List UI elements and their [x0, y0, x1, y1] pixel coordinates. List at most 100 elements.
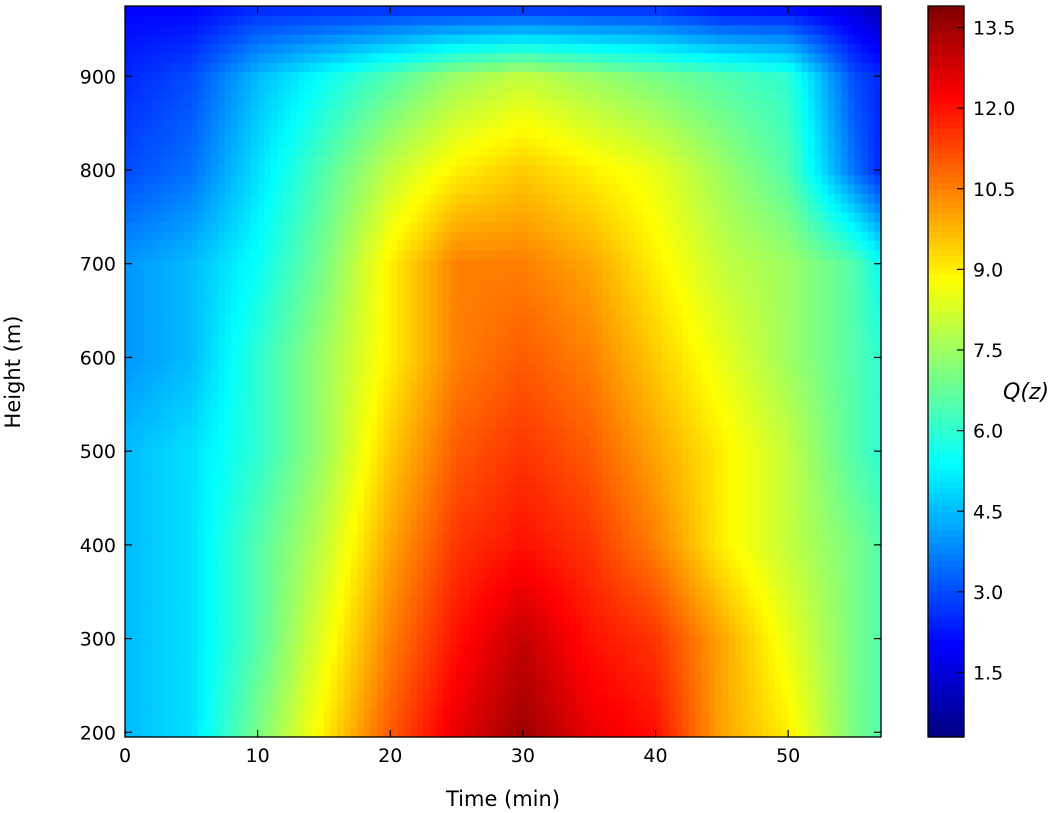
heatmap-cell [814, 549, 822, 560]
heatmap-cell [164, 699, 173, 710]
heatmap-cell [343, 380, 352, 391]
heatmap-cell [509, 568, 517, 579]
heatmap-cell [609, 633, 617, 644]
heatmap-cell [834, 615, 842, 626]
heatmap-cell [211, 699, 219, 710]
heatmap-cell [629, 371, 637, 382]
heatmap-cell [801, 530, 809, 541]
heatmap-cell [549, 334, 557, 344]
heatmap-cell [237, 680, 245, 691]
heatmap-cell [867, 437, 875, 448]
heatmap-cell [847, 446, 856, 457]
heatmap-cell [874, 718, 882, 729]
heatmap-cell [357, 408, 365, 419]
heatmap-cell [827, 708, 836, 719]
heatmap-cell [330, 390, 338, 401]
heatmap-cell [748, 540, 756, 551]
heatmap-cell [184, 455, 192, 466]
heatmap-cell [323, 605, 332, 616]
heatmap-cell [522, 690, 531, 701]
heatmap-cell [629, 324, 637, 335]
heatmap-cell [536, 474, 544, 485]
heatmap-cell [741, 568, 749, 579]
heatmap-cell [244, 324, 252, 335]
heatmap-cell [589, 680, 597, 691]
heatmap-cell [688, 493, 696, 504]
heatmap-cell [788, 380, 796, 391]
heatmap-cell [377, 662, 385, 672]
heatmap-cell [781, 512, 789, 523]
heatmap-cell [304, 483, 312, 494]
heatmap-cell [516, 502, 524, 513]
heatmap-cell [337, 465, 345, 476]
heatmap-cell [469, 540, 478, 551]
heatmap-cell [489, 427, 497, 438]
heatmap-cell [290, 455, 299, 466]
heatmap-cell [788, 399, 796, 410]
heatmap-cell [768, 521, 776, 532]
heatmap-cell [151, 362, 159, 373]
heatmap-cell [343, 474, 352, 485]
heatmap-cell [337, 558, 345, 569]
heatmap-cell [403, 334, 411, 344]
heatmap-cell [701, 408, 710, 419]
heatmap-cell [144, 408, 153, 419]
heatmap-cell [456, 568, 464, 579]
heatmap-cell [337, 324, 345, 335]
heatmap-cell [151, 549, 159, 560]
heatmap-cell [396, 690, 405, 701]
heatmap-cell [768, 652, 776, 663]
heatmap-cell [343, 418, 352, 429]
heatmap-cell [867, 718, 875, 729]
heatmap-cell [668, 427, 677, 438]
heatmap-cell [728, 371, 736, 382]
heatmap-cell [403, 652, 411, 663]
heatmap-cell [449, 671, 458, 682]
heatmap-cell [191, 455, 199, 466]
heatmap-cell [363, 662, 371, 672]
heatmap-cell [867, 587, 875, 598]
heatmap-cell [834, 408, 842, 419]
heatmap-cell [688, 727, 696, 738]
heatmap-cell [522, 624, 531, 635]
heatmap-cell [768, 399, 776, 410]
heatmap-cell [854, 380, 862, 391]
heatmap-cell [244, 605, 252, 616]
heatmap-cell [237, 521, 245, 532]
heatmap-cell [522, 643, 531, 654]
heatmap-cell [675, 324, 683, 335]
heatmap-cell [284, 427, 292, 438]
heatmap-cell [158, 483, 166, 494]
heatmap-cell [257, 380, 265, 391]
heatmap-cell [430, 427, 438, 438]
heatmap-cell [622, 530, 630, 541]
heatmap-cell [529, 465, 537, 476]
heatmap-cell [503, 624, 511, 635]
heatmap-cell [171, 662, 179, 672]
heatmap-cell [237, 615, 245, 626]
heatmap-cell [423, 324, 431, 335]
heatmap-cell [383, 568, 391, 579]
heatmap-cell [503, 437, 511, 448]
heatmap-cell [483, 558, 491, 569]
heatmap-cell [655, 624, 663, 635]
heatmap-cell [277, 549, 285, 560]
heatmap-cell [695, 502, 703, 513]
heatmap-cell [569, 437, 577, 448]
heatmap-cell [509, 699, 517, 710]
heatmap-cell [688, 558, 696, 569]
heatmap-cell [562, 437, 570, 448]
heatmap-cell [416, 708, 425, 719]
heatmap-cell [489, 615, 497, 626]
heatmap-cell [343, 596, 352, 607]
heatmap-cell [708, 540, 716, 551]
heatmap-cell [854, 521, 862, 532]
heatmap-cell [847, 493, 856, 504]
heatmap-cell [755, 502, 763, 513]
heatmap-cell [496, 362, 504, 373]
heatmap-cell [662, 343, 670, 354]
heatmap-cell [827, 643, 836, 654]
heatmap-cell [350, 437, 358, 448]
heatmap-cell [755, 380, 763, 391]
heatmap-cell [125, 408, 133, 419]
